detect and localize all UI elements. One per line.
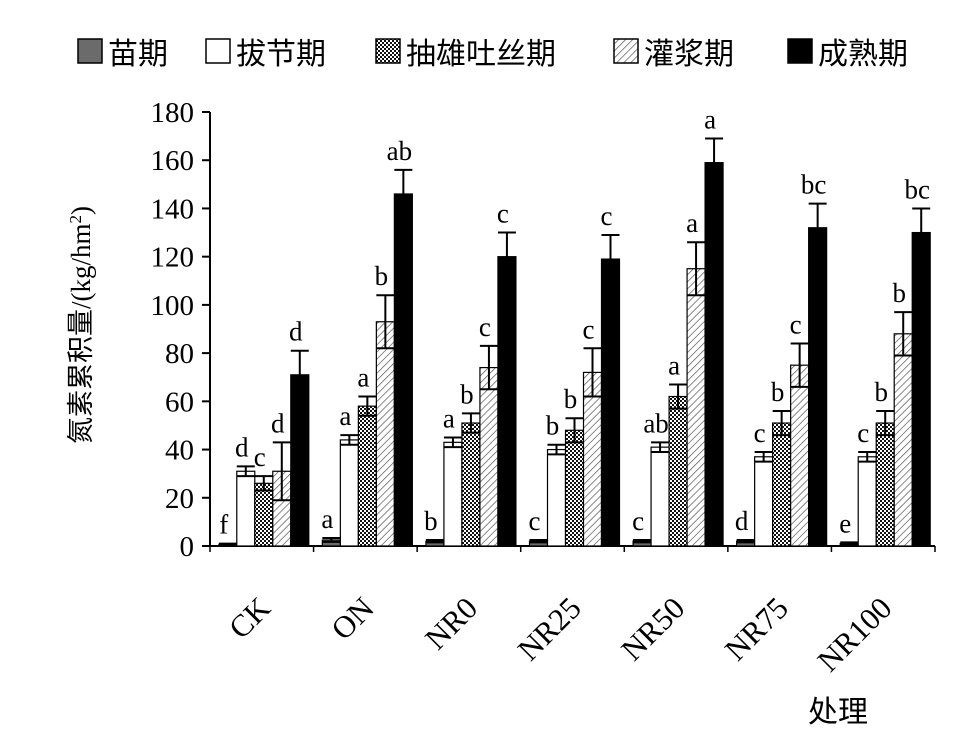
significance-letter: b — [874, 377, 888, 407]
significance-letter: c — [529, 506, 541, 536]
significance-letter: c — [254, 442, 266, 472]
significance-letter: d — [235, 432, 249, 462]
significance-letter: ab — [387, 136, 412, 166]
legend: 苗期 拔节期 抽雄吐丝期 灌浆期 成熟期 — [77, 37, 908, 72]
y-tick-label: 20 — [165, 483, 194, 515]
bar — [808, 227, 828, 547]
significance-letter: c — [601, 201, 613, 231]
significance-letter: e — [839, 508, 851, 538]
x-tick-label: NR50 — [614, 590, 691, 667]
bar — [375, 321, 395, 547]
y-tick-label: 160 — [151, 145, 195, 177]
legend-label: 拔节期 — [236, 37, 326, 72]
significance-letter: b — [424, 506, 438, 536]
bar — [754, 456, 774, 547]
significance-letter: c — [583, 314, 595, 344]
bar — [393, 193, 413, 547]
legend-label: 成熟期 — [818, 37, 908, 72]
bar — [443, 441, 463, 547]
significance-letter: d — [735, 506, 749, 536]
significance-letter: b — [564, 384, 578, 414]
bar — [497, 256, 517, 547]
y-axis: 0 20 40 60 80 100 120 140 160 180 — [151, 97, 211, 563]
bar — [857, 456, 877, 547]
bar — [875, 422, 895, 547]
legend-swatch — [787, 38, 813, 64]
y-tick-label: 80 — [165, 338, 194, 370]
x-tick-label: NR0 — [418, 590, 484, 656]
x-tick-label: NR100 — [810, 590, 898, 678]
significance-letter: a — [686, 208, 698, 238]
significance-letter: d — [289, 317, 303, 347]
y-tick-label: 100 — [151, 290, 195, 322]
bar — [254, 482, 274, 547]
y-tick-label: 180 — [151, 97, 195, 129]
legend-swatch — [613, 38, 639, 64]
y-tick-label: 60 — [165, 386, 194, 418]
significance-letter: c — [857, 418, 869, 448]
bar — [479, 366, 499, 547]
bar — [893, 333, 913, 547]
x-axis-label: 处理 — [808, 696, 868, 729]
bar — [704, 162, 724, 547]
significance-letter: a — [321, 504, 333, 534]
significance-letter: b — [375, 261, 389, 291]
y-tick-label: 0 — [180, 531, 195, 563]
significance-letter: c — [479, 312, 491, 342]
significance-letter: c — [632, 506, 644, 536]
significance-letter: a — [704, 105, 716, 135]
x-tick-label: NR75 — [718, 590, 795, 667]
significance-letter: a — [357, 363, 369, 393]
bar — [686, 268, 706, 547]
y-tick-label: 40 — [165, 435, 194, 467]
legend-label: 灌浆期 — [644, 37, 734, 72]
bar — [461, 422, 481, 547]
significance-letter: b — [892, 278, 906, 308]
significance-letter: b — [771, 377, 785, 407]
x-tick-label: ON — [324, 590, 380, 646]
significance-letter: f — [219, 510, 228, 540]
legend-label: 苗期 — [108, 37, 168, 72]
legend-swatch — [205, 38, 231, 64]
bar — [582, 371, 603, 547]
bar — [236, 470, 256, 547]
significance-letter: c — [497, 199, 509, 229]
significance-letter: a — [668, 350, 680, 380]
significance-letter: ab — [643, 408, 668, 438]
bar — [668, 395, 688, 547]
significance-letter: d — [271, 408, 285, 438]
bar — [772, 422, 792, 547]
x-tick-label: NR25 — [511, 590, 588, 667]
bar — [357, 405, 377, 547]
significance-letter: bc — [904, 174, 930, 204]
legend-swatch — [375, 38, 401, 64]
legend-swatch — [77, 38, 103, 64]
legend-label: 抽雄吐丝期 — [406, 37, 556, 72]
y-axis-label: 氮素累积量/(kg/hm2) — [66, 206, 97, 444]
significance-letter: a — [443, 404, 455, 434]
significance-letter: a — [339, 401, 351, 431]
bar — [290, 374, 310, 547]
significance-letter: b — [460, 379, 474, 409]
y-tick-label: 120 — [151, 242, 195, 274]
significance-letter: c — [790, 309, 802, 339]
significance-letter: b — [546, 411, 560, 441]
bar — [546, 448, 567, 547]
bar — [650, 446, 670, 547]
bar — [790, 364, 810, 547]
significance-letter: c — [754, 418, 766, 448]
bar — [564, 429, 585, 547]
bar — [911, 231, 931, 547]
x-tick-label: CK — [222, 590, 278, 646]
significance-letter: bc — [801, 170, 827, 200]
bar — [600, 258, 621, 547]
x-axis: CK ON NR0 NR25 NR50 NR75 NR100 — [209, 545, 936, 678]
bar — [339, 439, 359, 547]
y-tick-label: 140 — [151, 193, 195, 225]
